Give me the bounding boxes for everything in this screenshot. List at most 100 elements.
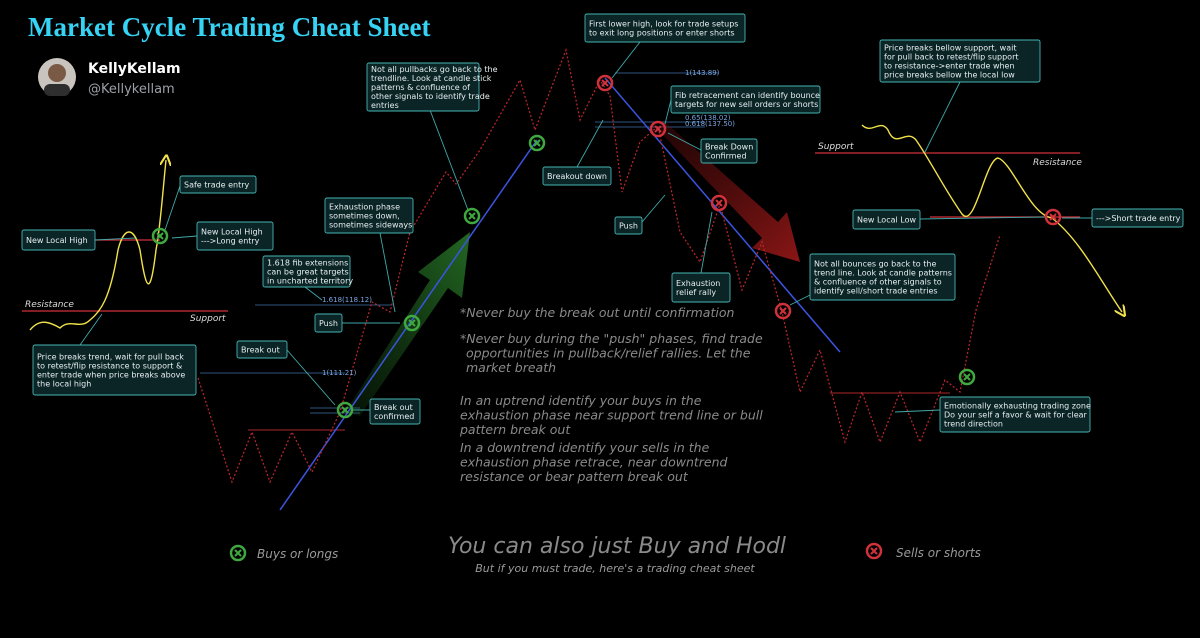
callout: --->Short trade entry [1091, 208, 1184, 228]
leader-line [94, 237, 136, 241]
leader-line [641, 194, 666, 223]
callout-text: Breakout down [547, 172, 607, 181]
leader-line [429, 109, 469, 211]
callout-box [809, 253, 956, 301]
note: resistance or bear pattern break out [460, 469, 689, 484]
callout-text: 1.618 fib extensions [267, 259, 348, 268]
callout-text: sometimes sideways [329, 221, 412, 230]
note: *Never buy the break out until confirmat… [460, 305, 734, 320]
price-curve [29, 160, 166, 331]
callout-text: patterns & confluence of [371, 83, 470, 92]
leader-line [576, 119, 604, 168]
marker-cross [870, 547, 878, 555]
callout-box [700, 138, 758, 164]
callout-box [32, 344, 197, 396]
callout: New Local High Safe trade entry New Local … [21, 13, 1184, 433]
fib-label: 0.65(138.02) [685, 114, 731, 122]
note: exhaustion phase near support trend line… [460, 408, 763, 423]
callout-text: sometimes down, [329, 212, 400, 221]
callout-text: --->Long entry [201, 237, 260, 246]
callout-text: Fib retracement can identify bounce [675, 91, 820, 100]
fib-label: 1(111.21) [322, 369, 357, 377]
callout: Not all pullbacks go back to thetrendlin… [366, 62, 498, 112]
marker-cross [963, 373, 971, 381]
leader-line [664, 99, 672, 125]
level-label: Resistance [25, 300, 74, 310]
signal-marker [528, 134, 546, 152]
push-arrow [345, 232, 470, 416]
note: market breath [466, 360, 556, 375]
leader-line [164, 185, 181, 231]
callout-text: --->Short trade entry [1096, 214, 1181, 223]
callout-box [369, 398, 421, 425]
author-handle: @Kellykellam [88, 82, 175, 97]
callout-text: Price breaks bellow support, wait [884, 44, 1016, 53]
callout-text: Confirmed [705, 152, 747, 161]
leader-line [700, 211, 713, 274]
marker-ring [596, 74, 614, 92]
legend-text: Buys or longs [257, 547, 338, 561]
marker-ring [336, 401, 354, 419]
callout-text: in uncharted territory [267, 277, 353, 286]
callout-text: relief rally [676, 288, 716, 297]
callout-text: Emotionally exhausting trading zone [944, 402, 1091, 411]
marker-cross [341, 406, 349, 414]
callout-text: Do your self a favor & wait for clear [944, 411, 1088, 420]
price-curve [861, 124, 1122, 312]
callout-box [21, 229, 96, 251]
drop-arrow [658, 122, 800, 262]
leader-line [171, 235, 198, 239]
callout-box [614, 216, 643, 235]
marker-cross [715, 199, 723, 207]
callout-box [262, 255, 351, 288]
label: Resistance Support Support Resistance 1.618(… [25, 69, 1082, 575]
callout-text: price breaks bellow the local low [884, 71, 1015, 80]
signal-marker [649, 120, 667, 138]
callout-box [1091, 208, 1184, 228]
marker-ring [865, 542, 883, 560]
fib-label: 1.618(118.12) [322, 296, 372, 304]
leader-line [924, 81, 961, 153]
callout-text: Exhaustion [676, 279, 720, 288]
callout-text: the local high [37, 380, 91, 389]
callout-text: Break out [241, 346, 280, 355]
callout-box [196, 221, 274, 251]
avatar [48, 64, 66, 82]
note: opportunities in pullback/relief rallies… [466, 346, 751, 361]
avatar [44, 84, 70, 96]
callout-text: Safe trade entry [184, 181, 250, 190]
callout-text: First lower high, look for trade setups [589, 20, 738, 29]
note: exhaustion phase retrace, near downtrend [460, 455, 728, 470]
callout-box [939, 396, 1091, 433]
marker-cross [156, 232, 164, 240]
callout-text: entries [371, 101, 399, 110]
callout-text: targets for new sell orders or shorts [675, 100, 818, 109]
callout-text: can be great targets [267, 268, 349, 277]
level-label: Support [818, 142, 854, 152]
callout-box [324, 197, 414, 234]
leader-line [79, 313, 103, 346]
marker-cross [779, 307, 787, 315]
level-label: Resistance [1033, 158, 1082, 168]
marker-ring [1044, 208, 1062, 226]
callout: First lower high, look for trade setupst… [584, 13, 746, 43]
marker-cross [601, 79, 609, 87]
signal-marker [336, 401, 354, 419]
marker-cross [408, 319, 416, 327]
note: In an uptrend identify your buys in the [460, 393, 702, 408]
avatar [38, 58, 76, 96]
leader-line [667, 132, 702, 151]
callout-text: Exhaustion phase [329, 203, 400, 212]
callout-box [879, 39, 1041, 83]
subline: But if you must trade, here's a trading … [475, 562, 755, 575]
leader-line [379, 232, 396, 313]
fib-label: 1(143.89) [685, 69, 720, 77]
signal-marker [229, 544, 247, 562]
